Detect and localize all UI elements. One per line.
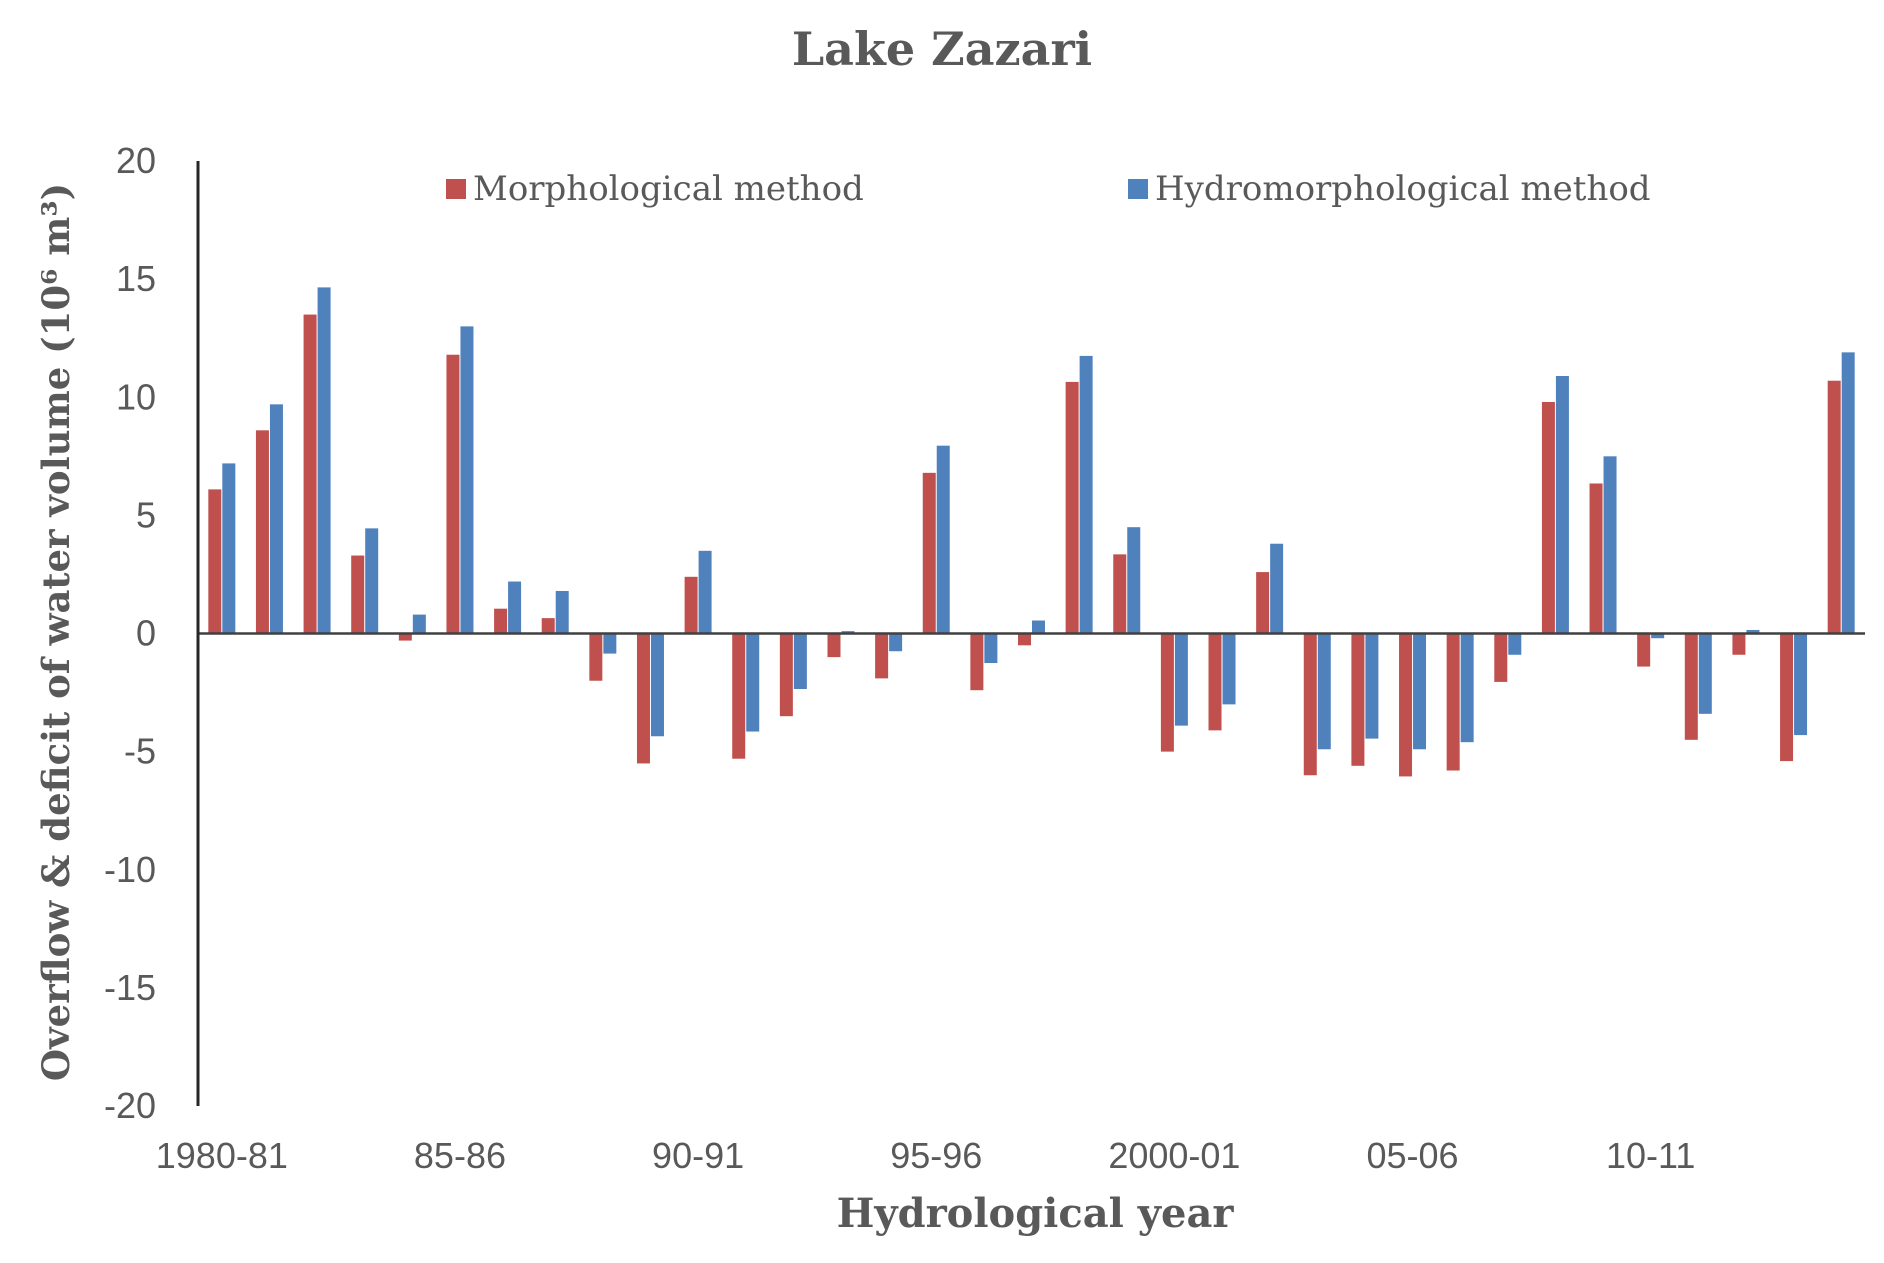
- bar-morphological: [1684, 633, 1698, 740]
- bar-hydromorphological: [1651, 633, 1665, 639]
- legend-label: Morphological method: [473, 169, 864, 209]
- legend-swatch: [1128, 179, 1148, 199]
- legend: Morphological method Hydromorphological m…: [446, 169, 1651, 209]
- x-tick-label: 90-91: [652, 1135, 744, 1176]
- x-tick-label: 85-86: [414, 1135, 506, 1176]
- bar-hydromorphological: [793, 633, 807, 690]
- x-axis-ticks: 1980-81 85-86 90-91 95-96 2000-01 05-06 10-11: [156, 1135, 1696, 1176]
- bar-hydromorphological: [698, 550, 712, 634]
- bar-morphological: [303, 314, 317, 634]
- bar-morphological: [684, 576, 698, 634]
- bar-hydromorphological: [317, 287, 331, 634]
- bar-hydromorphological: [365, 528, 379, 634]
- bar-morphological: [1160, 633, 1174, 752]
- y-tick-label: 15: [116, 258, 156, 299]
- bar-series: [208, 287, 1855, 777]
- bar-hydromorphological: [1174, 633, 1188, 726]
- bar-hydromorphological: [1079, 355, 1093, 634]
- bar-morphological: [446, 354, 460, 634]
- bar-morphological: [1541, 401, 1555, 634]
- bar-hydromorphological: [1032, 620, 1045, 634]
- bar-morphological: [779, 633, 793, 717]
- x-axis-title: Hydrological year: [836, 1190, 1234, 1237]
- bar-hydromorphological: [746, 633, 760, 732]
- bar-hydromorphological: [1413, 633, 1427, 750]
- bar-hydromorphological: [936, 445, 950, 634]
- bar-morphological: [636, 633, 650, 764]
- y-tick-label: 0: [136, 613, 156, 654]
- bar-hydromorphological: [603, 633, 617, 654]
- bar-morphological: [1780, 633, 1794, 762]
- bar-morphological: [541, 618, 555, 634]
- legend-swatch: [446, 179, 466, 199]
- bar-morphological: [398, 633, 412, 641]
- bar-morphological: [1018, 633, 1031, 646]
- bar-morphological: [1303, 633, 1317, 776]
- bar-hydromorphological: [1555, 375, 1569, 634]
- bar-hydromorphological: [269, 404, 283, 634]
- y-tick-label: 20: [116, 140, 156, 181]
- bar-hydromorphological: [412, 614, 426, 634]
- bar-morphological: [970, 633, 984, 691]
- bar-hydromorphological: [1603, 456, 1617, 634]
- bar-morphological: [1065, 381, 1079, 634]
- bar-morphological: [208, 489, 222, 634]
- bar-hydromorphological: [889, 633, 903, 652]
- bar-hydromorphological: [1508, 633, 1522, 655]
- bar-hydromorphological: [1270, 543, 1284, 634]
- y-axis-ticks: 20 15 10 5 0 -5 -10 -15 -20: [104, 140, 156, 1126]
- bar-morphological: [1827, 380, 1841, 634]
- x-tick-label: 05-06: [1366, 1135, 1458, 1176]
- bar-morphological: [1208, 633, 1222, 731]
- x-tick-label: 2000-01: [1108, 1135, 1240, 1176]
- y-tick-label: 5: [136, 494, 156, 535]
- bar-hydromorphological: [1746, 629, 1760, 634]
- x-tick-label: 1980-81: [156, 1135, 288, 1176]
- bar-morphological: [1113, 554, 1127, 634]
- bar-hydromorphological: [1317, 633, 1331, 750]
- bar-hydromorphological: [1841, 352, 1855, 634]
- y-tick-label: -20: [104, 1085, 156, 1126]
- bar-morphological: [351, 555, 365, 634]
- bar-hydromorphological: [508, 581, 522, 634]
- bar-morphological: [589, 633, 603, 681]
- bar-morphological: [1256, 572, 1270, 634]
- bar-morphological: [875, 633, 889, 679]
- y-tick-label: -15: [104, 967, 156, 1008]
- bar-hydromorphological: [222, 463, 236, 634]
- bar-hydromorphological: [1460, 633, 1474, 743]
- bar-hydromorphological: [1698, 633, 1712, 714]
- chart-title: Lake Zazari: [791, 22, 1093, 76]
- bar-hydromorphological: [1794, 633, 1808, 736]
- bar-hydromorphological: [1365, 633, 1379, 739]
- y-tick-label: 10: [116, 376, 156, 417]
- bar-morphological: [1589, 483, 1603, 634]
- legend-label: Hydromorphological method: [1155, 169, 1651, 209]
- bar-morphological: [827, 633, 841, 658]
- bar-morphological: [255, 430, 269, 634]
- y-tick-label: -10: [104, 849, 156, 890]
- bar-hydromorphological: [460, 326, 474, 634]
- bar-morphological: [1732, 633, 1746, 655]
- bar-morphological: [494, 608, 508, 634]
- bar-hydromorphological: [1222, 633, 1236, 705]
- bar-hydromorphological: [650, 633, 664, 737]
- bar-morphological: [922, 472, 936, 634]
- bar-morphological: [1351, 633, 1365, 766]
- y-tick-label: -5: [124, 731, 156, 772]
- bar-morphological: [732, 633, 746, 759]
- x-tick-label: 95-96: [890, 1135, 982, 1176]
- bar-morphological: [1446, 633, 1460, 771]
- bar-hydromorphological: [984, 633, 998, 664]
- bar-hydromorphological: [1127, 527, 1141, 634]
- bar-morphological: [1399, 633, 1413, 777]
- bar-morphological: [1494, 633, 1508, 682]
- bar-hydromorphological: [555, 590, 569, 634]
- x-tick-label: 10-11: [1606, 1135, 1695, 1176]
- bar-morphological: [1637, 633, 1651, 667]
